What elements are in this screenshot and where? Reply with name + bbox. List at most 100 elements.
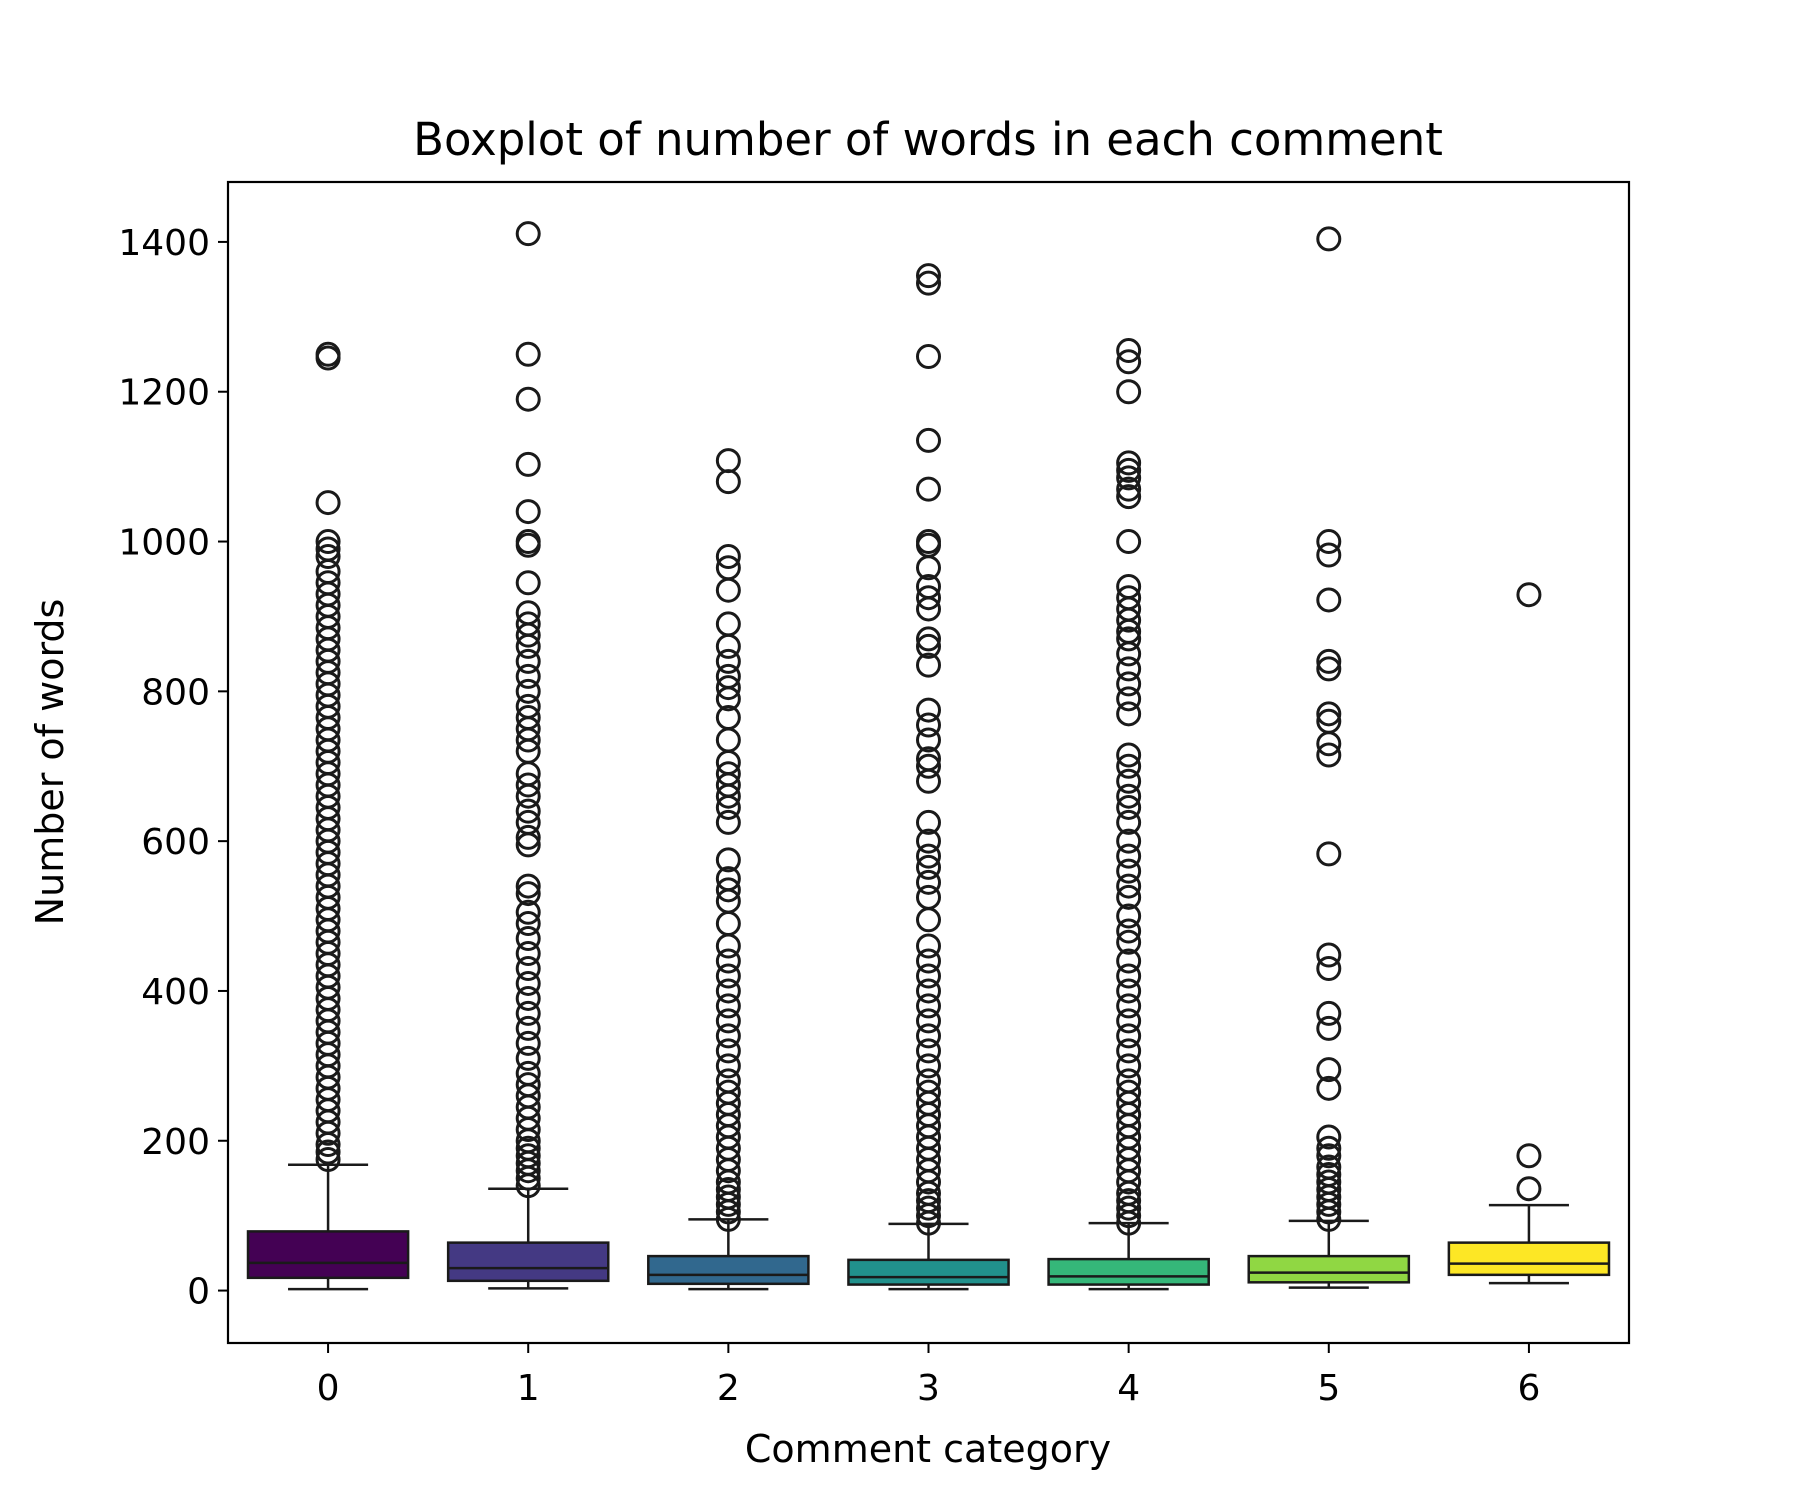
outlier-point [916,633,941,659]
outlier-point [1116,338,1142,364]
outlier-point [916,1053,941,1079]
outlier-point [1116,768,1142,794]
outlier-point [515,926,541,952]
outlier-point [515,611,541,637]
chart-title: Boxplot of number of words in each comme… [413,113,1443,166]
outlier-point [1116,929,1142,955]
outlier-point [1316,701,1342,727]
outlier-point [315,570,341,596]
outlier-point [1116,465,1142,491]
outlier-point [1316,1057,1342,1083]
outlier-point [916,1195,941,1221]
outlier-point [515,911,541,937]
x-tick-label: 1 [517,1368,540,1409]
outlier-point [1316,1135,1342,1161]
outlier-point [715,948,741,974]
outlier-point [916,828,941,854]
box-iqr [847,1258,1010,1286]
outlier-point [515,678,541,704]
outlier-point [1116,529,1142,555]
outlier-point [515,221,541,247]
outlier-point [515,1060,541,1086]
outlier-point [515,705,541,731]
outlier-point [515,970,541,996]
outlier-point [1116,828,1142,854]
outlier-point [315,490,341,516]
outlier-point [715,663,741,689]
outlier-point [916,652,941,678]
outlier-point [1116,450,1142,476]
outlier-point [1116,1079,1142,1105]
outlier-point [1316,1000,1342,1026]
outlier-point [916,753,941,779]
outlier-point [1116,1008,1142,1034]
outlier-point [515,1072,541,1098]
outlier-point [1116,1188,1142,1214]
outlier-point [515,798,541,824]
x-tick-label: 5 [1317,1368,1340,1409]
outlier-point [715,761,741,787]
outlier-point [916,697,941,723]
outlier-point [1316,1154,1342,1180]
x-tick-label: 0 [317,1368,340,1409]
box-iqr [1047,1257,1210,1286]
outlier-point [515,772,541,798]
outlier-point [916,809,941,835]
outlier-point [515,386,541,412]
outlier-point [1116,1195,1142,1221]
outlier-point [1116,783,1142,809]
outlier-point [1316,587,1342,613]
outlier-point [315,529,341,555]
outlier-point [1316,648,1342,674]
outlier-point [916,884,941,910]
outlier-point [715,648,741,674]
outlier-point [1316,529,1342,555]
y-tick-label: 1200 [118,373,210,414]
x-axis-label: Comment category [745,1427,1111,1471]
outlier-point [1316,542,1342,568]
outlier-point [715,1023,741,1049]
x-tick-label: 2 [717,1368,740,1409]
outlier-point [916,712,941,738]
y-tick-label: 1400 [118,223,210,264]
outlier-point [1116,1053,1142,1079]
outlier-point [1116,671,1142,697]
outlier-point [1316,1161,1342,1187]
outlier-point [916,1023,941,1049]
outlier-point [1516,1176,1542,1202]
outlier-point [1316,1075,1342,1101]
outlier-point [1116,349,1142,375]
outlier-point [1116,884,1142,910]
outlier-point [515,899,541,925]
outlier-point [1116,484,1142,510]
outlier-point [715,577,741,603]
outlier-point [1116,1068,1142,1094]
outlier-point [715,866,741,892]
outlier-point [1116,379,1142,405]
outlier-point [916,727,941,753]
outlier-point [1116,686,1142,712]
box-iqr [246,1230,410,1280]
outlier-point [515,809,541,835]
outlier-point [1316,1015,1342,1041]
outlier-point [916,1068,941,1094]
box-group-1 [446,221,610,1290]
outlier-point [1316,708,1342,734]
outlier-point [916,869,941,895]
outlier-point [916,427,941,453]
outlier-point [515,941,541,967]
box-iqr [647,1254,810,1286]
outlier-point [715,705,741,731]
outlier-point [1116,873,1142,899]
outlier-point [916,626,941,652]
outlier-point [916,746,941,772]
y-tick-label: 800 [141,672,210,713]
outlier-point [715,675,741,701]
outlier-point [715,1184,741,1210]
x-tick-label: 4 [1117,1368,1140,1409]
outlier-point [1116,809,1142,835]
y-tick-label: 600 [141,822,210,863]
outlier-point [515,693,541,719]
outlier-point [916,585,941,611]
